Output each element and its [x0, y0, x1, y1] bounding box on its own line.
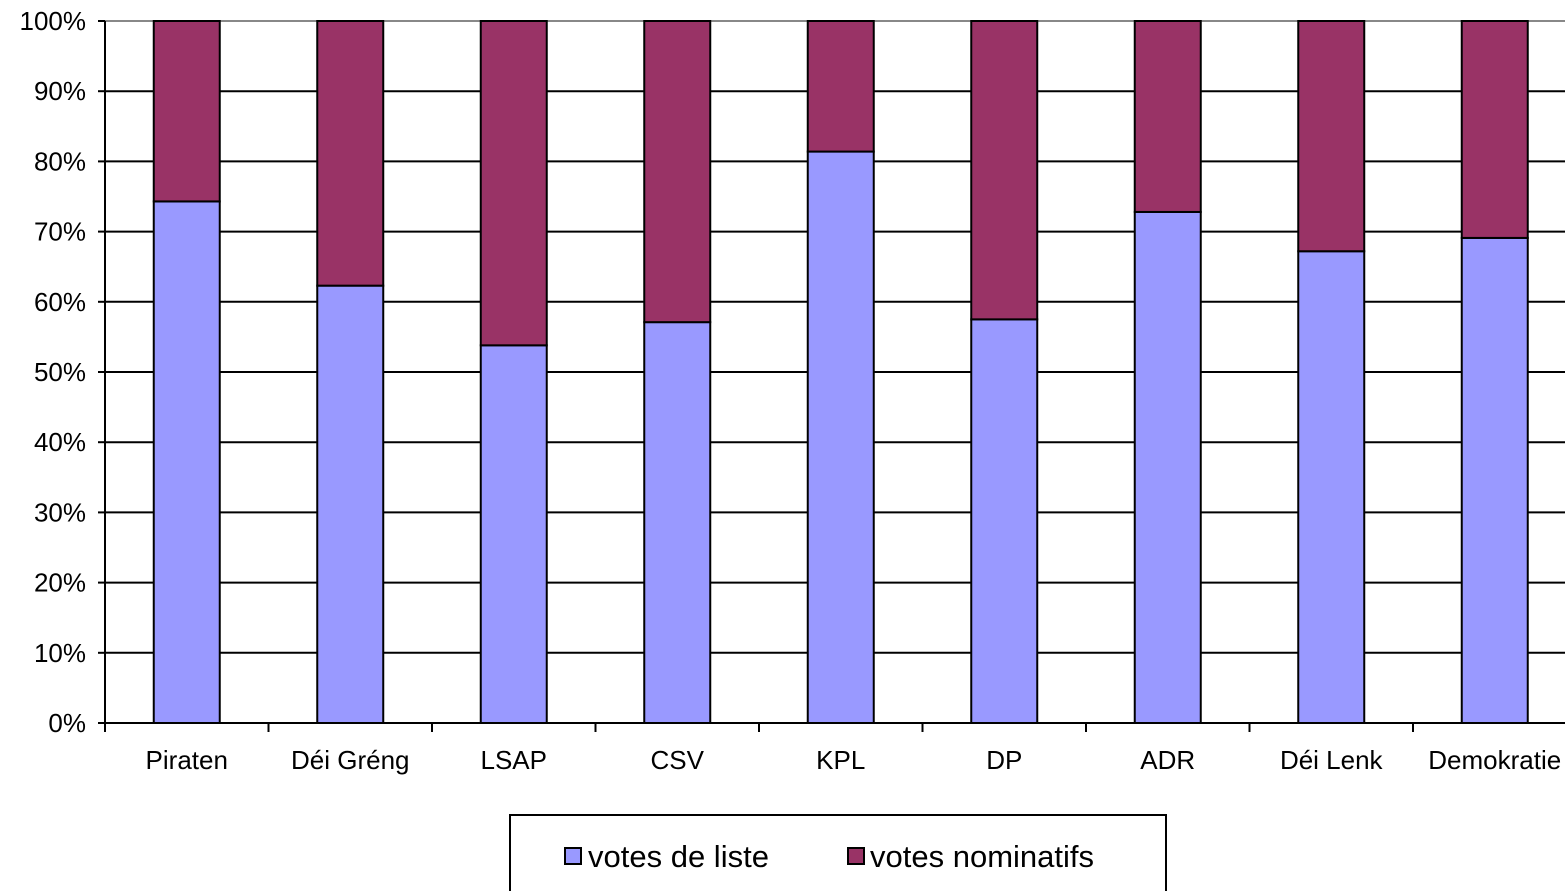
bar-votes-de-liste: [1133, 210, 1202, 724]
x-tick-label: LSAP: [481, 745, 548, 775]
legend: votes de liste votes nominatifs: [509, 814, 1167, 891]
x-tick-label: DP: [986, 745, 1022, 775]
bar-votes-de-liste: [479, 344, 548, 724]
y-tick-label: 20%: [34, 568, 86, 598]
x-tick-label: ADR: [1140, 745, 1195, 775]
x-tick-label: Déi Gréng: [291, 745, 410, 775]
x-tick-label: Déi Lenk: [1280, 745, 1384, 775]
y-tick-label: 90%: [34, 76, 86, 106]
x-tick-label: Piraten: [146, 745, 228, 775]
legend-swatch-votes-de-liste: [564, 847, 582, 865]
bar-votes-nominatifs: [316, 20, 385, 287]
bar-votes-de-liste: [152, 200, 221, 724]
y-tick-label: 100%: [20, 6, 87, 36]
bars: [152, 20, 1529, 724]
y-tick-label: 0%: [48, 708, 86, 738]
legend-box: [509, 814, 1167, 891]
y-tick-label: 40%: [34, 427, 86, 457]
bar-votes-nominatifs: [1460, 20, 1529, 239]
bar-votes-de-liste: [643, 321, 712, 724]
bar-votes-nominatifs: [806, 20, 875, 153]
x-tick-label: Demokratie: [1428, 745, 1561, 775]
y-tick-label: 10%: [34, 638, 86, 668]
y-tick-label: 30%: [34, 497, 86, 527]
bar-votes-nominatifs: [643, 20, 712, 324]
bar-votes-nominatifs: [1133, 20, 1202, 213]
bar-votes-de-liste: [1297, 250, 1366, 724]
x-tick-label: KPL: [816, 745, 865, 775]
bar-votes-de-liste: [970, 318, 1039, 724]
legend-label-votes-nominatifs: votes nominatifs: [870, 839, 1094, 874]
legend-swatch-votes-nominatifs: [847, 847, 865, 865]
y-tick-label: 70%: [34, 217, 86, 247]
y-tick-label: 60%: [34, 287, 86, 317]
bar-votes-de-liste: [316, 284, 385, 724]
bar-votes-nominatifs: [1297, 20, 1366, 253]
bar-votes-nominatifs: [152, 20, 221, 203]
y-tick-label: 80%: [34, 146, 86, 176]
axes: [98, 20, 1565, 732]
bar-votes-nominatifs: [970, 20, 1039, 321]
bar-votes-de-liste: [1460, 236, 1529, 724]
x-tick-label: CSV: [651, 745, 705, 775]
bar-votes-nominatifs: [479, 20, 548, 347]
y-tick-labels: 0% 10% 20% 30% 40% 50% 60% 70% 80% 90% 100%: [20, 6, 87, 738]
legend-label-votes-de-liste: votes de liste: [588, 839, 769, 874]
x-tick-labels: Piraten Déi Gréng LSAP CSV KPL DP ADR Déi Lenk D…: [146, 745, 1562, 775]
bar-votes-de-liste: [806, 150, 875, 724]
y-tick-label: 50%: [34, 357, 86, 387]
